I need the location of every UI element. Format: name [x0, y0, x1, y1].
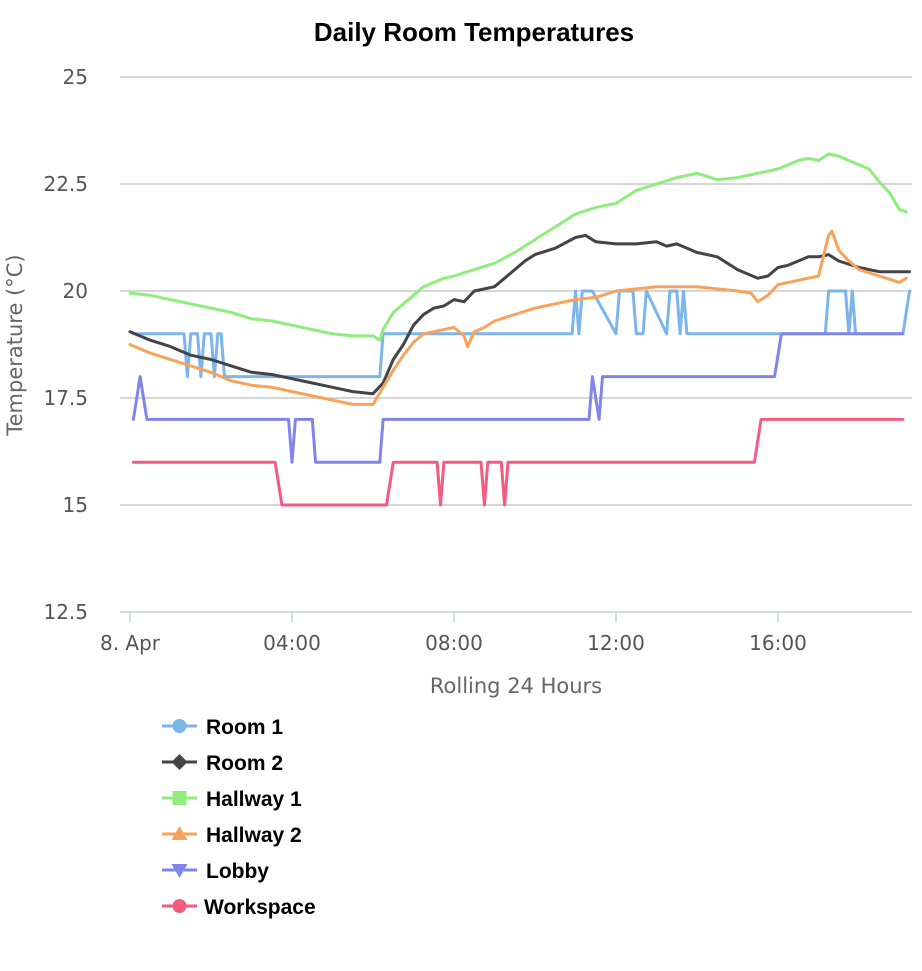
legend: Room 1 Room 2 Hallway 1 Hallway 2 Lobby Works…: [162, 716, 316, 919]
legend-marker-circle-icon: [172, 719, 187, 733]
legend-label: Room 1: [206, 716, 283, 739]
legend-label: Hallway 2: [206, 824, 302, 847]
legend-label: Hallway 1: [206, 788, 302, 811]
legend-marker-triangle-down-icon: [171, 864, 188, 878]
y-tick-label: 12.5: [43, 600, 88, 624]
legend-item-hallway-2[interactable]: Hallway 2: [162, 824, 302, 847]
legend-item-workspace[interactable]: Workspace: [162, 896, 316, 919]
y-axis-title: Temperature (°C): [3, 254, 27, 436]
legend-marker-square-icon: [172, 791, 187, 805]
series-line-room-1: [131, 289, 912, 379]
legend-marker-diamond-icon: [171, 754, 188, 770]
legend-item-room-2[interactable]: Room 2: [162, 752, 283, 775]
legend-label: Room 2: [206, 752, 283, 775]
legend-item-hallway-1[interactable]: Hallway 1: [162, 788, 302, 811]
y-tick-label: 15: [63, 493, 88, 517]
series-line-hallway-1: [128, 152, 908, 342]
x-tick-label: 08:00: [425, 631, 483, 655]
x-tick-label: 8. Apr: [100, 631, 161, 655]
chart-title: Daily Room Temperatures: [314, 17, 634, 47]
series-line-workspace: [131, 417, 905, 507]
legend-marker-triangle-icon: [171, 826, 188, 840]
legend-item-lobby[interactable]: Lobby: [162, 860, 269, 883]
plot-area: [128, 152, 912, 507]
x-tick-label: 04:00: [263, 631, 321, 655]
legend-marker-circle-icon: [172, 899, 187, 913]
y-tick-label: 25: [63, 65, 88, 89]
legend-label: Lobby: [206, 860, 269, 883]
series-line-lobby: [131, 332, 905, 464]
y-tick-label: 17.5: [43, 386, 88, 410]
grid: [120, 76, 912, 506]
legend-item-room-1[interactable]: Room 1: [162, 716, 283, 739]
x-tick-label: 12:00: [587, 631, 645, 655]
legend-label: Workspace: [204, 896, 316, 919]
y-tick-label: 20: [63, 279, 88, 303]
y-tick-label: 22.5: [43, 172, 88, 196]
x-axis-ticks: 8. Apr 04:00 08:00 12:00 16:00: [100, 612, 807, 655]
x-axis-title: Rolling 24 Hours: [430, 674, 602, 698]
x-tick-label: 16:00: [749, 631, 807, 655]
series-line-hallway-2: [128, 229, 908, 406]
y-axis-ticks: 12.5 15 17.5 20 22.5 25: [43, 65, 88, 624]
series-line-room-2: [128, 233, 912, 396]
